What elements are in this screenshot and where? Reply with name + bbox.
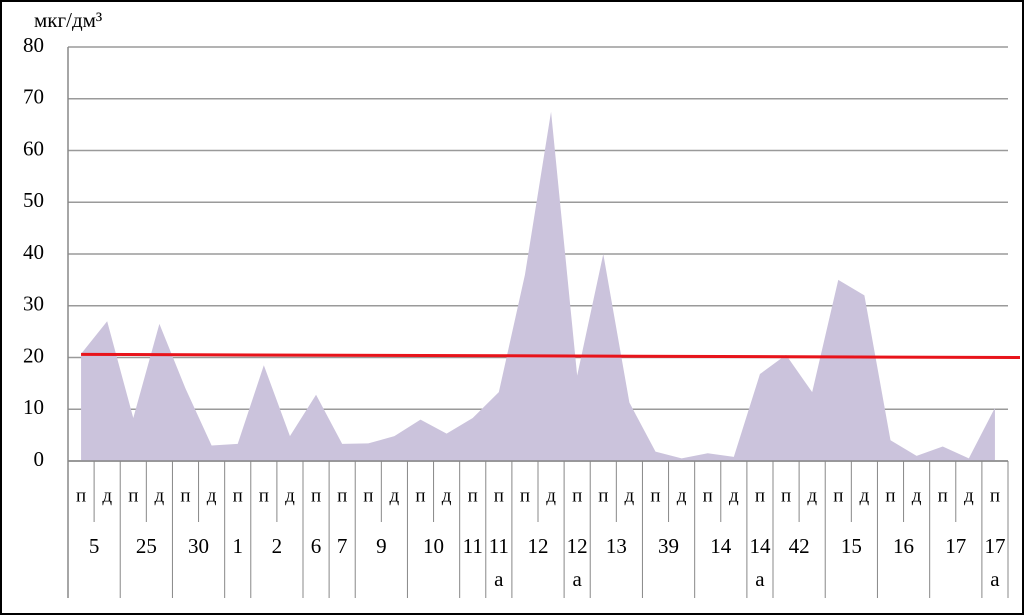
y-tick-label: 50 <box>23 188 44 212</box>
x-tick-label: д <box>912 485 922 506</box>
group-label-line: 42 <box>789 534 810 558</box>
group-label-line: 15 <box>841 534 862 558</box>
group-label-line: 16 <box>893 534 914 558</box>
y-tick-label: 60 <box>23 136 44 160</box>
x-tick-label: п <box>885 485 895 506</box>
x-tick-label: д <box>677 485 687 506</box>
group-label: 17 <box>945 534 966 558</box>
group-label-line: 2 <box>272 534 283 558</box>
x-tick-label: п <box>311 485 321 506</box>
group-label-line: 11 <box>463 534 483 558</box>
x-tick-label: п <box>755 485 765 506</box>
group-label-line: а <box>573 567 583 591</box>
group-label: 14 а <box>749 534 771 591</box>
group-label: 11 а <box>489 534 509 591</box>
x-tick-label: п <box>703 485 713 506</box>
group-label-line: 17 <box>945 534 966 558</box>
group-label: 11 <box>463 534 483 558</box>
y-tick-label: 80 <box>23 33 44 57</box>
x-tick-label: п <box>494 485 504 506</box>
group-label-line: а <box>755 567 765 591</box>
x-tick-label: д <box>625 485 635 506</box>
group-label: 5 <box>89 534 100 558</box>
x-tick-label: п <box>363 485 373 506</box>
x-tick-label: п <box>598 485 608 506</box>
group-label: 15 <box>841 534 862 558</box>
group-label: 16 <box>893 534 914 558</box>
group-label-line: 12 <box>528 534 549 558</box>
group-label-line: 10 <box>423 534 444 558</box>
group-label: 6 <box>311 534 322 558</box>
y-axis-label: мкг/дм³ <box>34 8 102 32</box>
group-label-line: 13 <box>606 534 627 558</box>
group-label: 1 <box>232 534 243 558</box>
x-tick-label: д <box>729 485 739 506</box>
group-label: 9 <box>376 534 387 558</box>
reference-line <box>81 352 1021 359</box>
group-label-line: а <box>990 567 1000 591</box>
group-label: 13 <box>606 534 627 558</box>
group-label: 7 <box>337 534 348 558</box>
group-label: 42 <box>789 534 810 558</box>
x-tick-label: д <box>102 485 112 506</box>
y-tick-label: 30 <box>23 292 44 316</box>
x-tick-label: д <box>964 485 974 506</box>
x-tick-label: п <box>337 485 347 506</box>
x-tick-label: д <box>442 485 452 506</box>
x-tick-label: п <box>833 485 843 506</box>
y-tick-label: 40 <box>23 240 44 264</box>
x-tick-label: п <box>650 485 660 506</box>
x-tick-label: п <box>76 485 86 506</box>
group-label-line: 12 <box>567 534 588 558</box>
x-tick-label: п <box>572 485 582 506</box>
area <box>81 111 995 461</box>
group-label-line: 7 <box>337 534 348 558</box>
group-label: 30 <box>188 534 209 558</box>
x-tick-label: д <box>285 485 295 506</box>
x-tick-label: д <box>155 485 165 506</box>
group-label-line: 6 <box>311 534 322 558</box>
y-tick-label: 10 <box>23 395 44 419</box>
x-tick-label: п <box>128 485 138 506</box>
group-label: 25 <box>136 534 157 558</box>
x-tick-label: д <box>546 485 556 506</box>
x-tick-label: д <box>860 485 870 506</box>
group-label: 10 <box>423 534 444 558</box>
y-tick-label: 20 <box>23 343 44 367</box>
x-tick-label: п <box>180 485 190 506</box>
y-tick-label: 0 <box>34 447 45 471</box>
x-tick-label: п <box>415 485 425 506</box>
x-tick-label: п <box>938 485 948 506</box>
group-label-line: 25 <box>136 534 157 558</box>
group-label: 2 <box>272 534 283 558</box>
x-tick-label: п <box>259 485 269 506</box>
x-tick-label: п <box>781 485 791 506</box>
group-label-line: а <box>494 567 504 591</box>
group-label-line: 14 <box>749 534 771 558</box>
group-label: 17 а <box>984 534 1005 591</box>
group-label-line: 1 <box>232 534 243 558</box>
group-label: 14 <box>710 534 732 558</box>
group-label-line: 39 <box>658 534 679 558</box>
group-label-line: 30 <box>188 534 209 558</box>
group-label-line: 14 <box>710 534 732 558</box>
group-label-line: 17 <box>984 534 1005 558</box>
group-label-line: 5 <box>89 534 100 558</box>
group-label: 39 <box>658 534 679 558</box>
x-tick-label: п <box>520 485 530 506</box>
group-label-line: 11 <box>489 534 509 558</box>
x-tick-label: д <box>807 485 817 506</box>
group-label: 12 <box>528 534 549 558</box>
x-tick-label: п <box>468 485 478 506</box>
x-tick-label: д <box>207 485 217 506</box>
y-tick-label: 70 <box>23 85 44 109</box>
group-label: 12 а <box>567 534 588 591</box>
x-tick-label: д <box>390 485 400 506</box>
x-tick-label: п <box>233 485 243 506</box>
group-label-line: 9 <box>376 534 387 558</box>
x-tick-label: п <box>990 485 1000 506</box>
